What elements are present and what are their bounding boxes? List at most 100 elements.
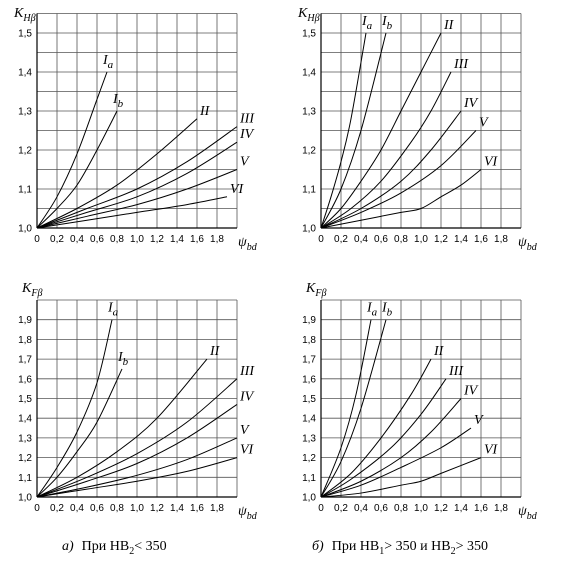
x-tick-label: 0 bbox=[34, 503, 40, 514]
y-tick-label: 1,6 bbox=[302, 374, 316, 385]
series-line bbox=[36, 71, 108, 229]
y-tick-label: 1,2 bbox=[18, 453, 32, 464]
x-axis-label-main: ψ bbox=[238, 235, 247, 250]
y-tick-label: 1,2 bbox=[302, 453, 316, 464]
series-line bbox=[36, 169, 238, 229]
caption-text: При НВ bbox=[332, 539, 380, 554]
series-label-name: I bbox=[117, 350, 124, 365]
x-tick-label: 1,8 bbox=[494, 503, 508, 514]
x-tick-label: 1,8 bbox=[494, 234, 508, 245]
series-label: IV bbox=[239, 127, 255, 142]
y-tick-label: 1,1 bbox=[302, 473, 316, 484]
y-tick-label: 1,8 bbox=[18, 335, 32, 346]
x-tick-label: 0,4 bbox=[354, 503, 368, 514]
series-label: Ia bbox=[107, 301, 119, 319]
series-label: IV bbox=[463, 96, 479, 111]
series-label-sub: b bbox=[118, 98, 124, 110]
series-label-name: I bbox=[361, 14, 368, 29]
series-line bbox=[320, 110, 462, 229]
series-line bbox=[320, 71, 452, 229]
x-axis-label: ψbd bbox=[238, 235, 258, 253]
y-tick-label: 1,2 bbox=[18, 146, 32, 157]
series-label: III bbox=[453, 57, 469, 72]
x-tick-label: 1,0 bbox=[130, 234, 144, 245]
y-tick-label: 1,4 bbox=[18, 414, 32, 425]
series-line bbox=[320, 319, 387, 498]
series-line bbox=[320, 378, 447, 498]
series-line bbox=[36, 368, 123, 498]
y-tick-label: 1,8 bbox=[302, 335, 316, 346]
y-tick-label: 1,7 bbox=[18, 355, 32, 366]
series-line bbox=[320, 427, 472, 498]
series-label-name: VI bbox=[484, 443, 499, 458]
y-axis-label-sub: Fβ bbox=[30, 288, 42, 299]
series-label-name: III bbox=[453, 57, 469, 72]
y-axis-label-main: K bbox=[13, 6, 24, 21]
series-line bbox=[36, 378, 238, 498]
series-label-name: I bbox=[107, 301, 114, 316]
series-label-name: VI bbox=[240, 443, 255, 458]
y-tick-label: 1,5 bbox=[302, 394, 316, 405]
series-label: IV bbox=[239, 389, 255, 404]
x-tick-label: 1,0 bbox=[414, 234, 428, 245]
series-label: Ib bbox=[381, 14, 393, 32]
series-label-name: II bbox=[209, 344, 221, 359]
series-line bbox=[320, 398, 462, 498]
series-label: II bbox=[209, 344, 221, 359]
series-label: Ib bbox=[117, 350, 129, 368]
series-label: VI bbox=[484, 155, 499, 170]
y-tick-label: 1,5 bbox=[18, 394, 32, 405]
series-label-name: IV bbox=[463, 96, 479, 111]
y-tick-label: 1,3 bbox=[18, 107, 32, 118]
series-line bbox=[320, 130, 477, 229]
series-label: VI bbox=[230, 182, 245, 197]
x-tick-label: 0,8 bbox=[110, 234, 124, 245]
caption-sub: 2 bbox=[451, 546, 456, 557]
caption-text: > 350 bbox=[456, 539, 488, 554]
series-line bbox=[320, 32, 367, 229]
y-tick-label: 1,4 bbox=[18, 68, 32, 79]
series-line bbox=[36, 437, 238, 498]
series-line bbox=[320, 457, 482, 498]
series-label-name: IV bbox=[239, 127, 255, 142]
x-tick-label: 0,6 bbox=[374, 503, 388, 514]
y-tick-label: 1,4 bbox=[302, 68, 316, 79]
caption: б) При НВ1> 350 и НВ2> 350 bbox=[312, 539, 488, 557]
series-label: II bbox=[199, 104, 211, 119]
series-label: VI bbox=[484, 443, 499, 458]
series-label-name: VI bbox=[230, 182, 245, 197]
x-tick-label: 0 bbox=[318, 503, 324, 514]
y-tick-label: 1,0 bbox=[302, 224, 316, 235]
series-label: Ia bbox=[102, 53, 114, 71]
series-label-name: I bbox=[366, 301, 373, 316]
x-tick-label: 1,2 bbox=[434, 234, 448, 245]
series-line bbox=[36, 196, 228, 229]
series-label-sub: b bbox=[387, 307, 393, 319]
x-tick-label: 1,4 bbox=[170, 503, 184, 514]
y-axis-label-sub: Fβ bbox=[314, 288, 326, 299]
x-tick-label: 1,8 bbox=[210, 234, 224, 245]
caption-text: > 350 и НВ bbox=[384, 539, 450, 554]
y-tick-label: 1,4 bbox=[302, 414, 316, 425]
x-tick-label: 0,4 bbox=[70, 234, 84, 245]
y-tick-label: 1,2 bbox=[302, 146, 316, 157]
x-axis-label-main: ψ bbox=[518, 504, 527, 519]
series-label-name: III bbox=[239, 364, 255, 379]
series-line bbox=[320, 32, 387, 229]
x-tick-label: 1,6 bbox=[474, 234, 488, 245]
x-tick-label: 1,4 bbox=[454, 234, 468, 245]
y-tick-label: 1,1 bbox=[18, 185, 32, 196]
caption-text: При НВ bbox=[82, 539, 130, 554]
x-tick-label: 0,6 bbox=[90, 234, 104, 245]
series-label: II bbox=[443, 18, 455, 33]
y-tick-label: 1,9 bbox=[18, 315, 32, 326]
caption: а) При НВ2< 350 bbox=[62, 539, 167, 557]
caption-sub: 1 bbox=[379, 546, 384, 557]
x-tick-label: 0,8 bbox=[394, 503, 408, 514]
y-tick-label: 1,0 bbox=[18, 493, 32, 504]
y-axis-label-main: K bbox=[297, 6, 308, 21]
x-axis-label-sub: bd bbox=[527, 511, 538, 522]
series-label: IV bbox=[463, 384, 479, 399]
series-line bbox=[36, 110, 118, 229]
